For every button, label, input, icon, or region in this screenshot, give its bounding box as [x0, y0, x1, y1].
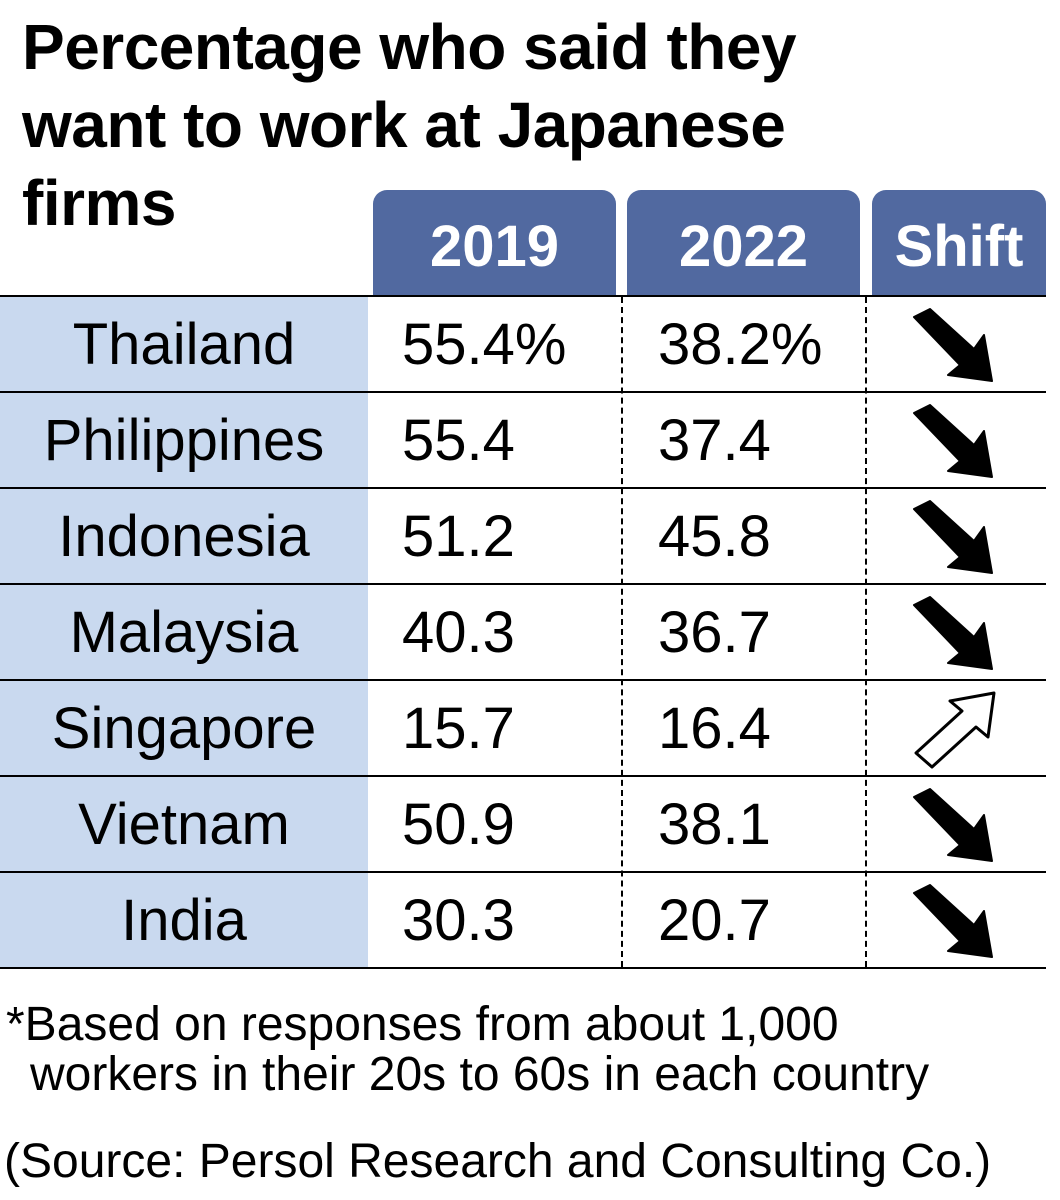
value-2019: 50.9: [402, 791, 515, 857]
table-row-indonesia: Indonesia 51.2 45.8: [0, 489, 1046, 583]
table-row-malaysia: Malaysia 40.3 36.7: [0, 585, 1046, 679]
table-row-philippines: Philippines 55.4 37.4: [0, 393, 1046, 487]
arrow-down-right-icon: [900, 785, 1000, 865]
table-top-border: [0, 295, 1046, 297]
table-row-india: India 30.3 20.7: [0, 873, 1046, 967]
row-divider: [0, 967, 1046, 969]
value-2022: 38.2%: [658, 311, 823, 377]
country-label: Thailand: [0, 297, 368, 391]
value-2022: 20.7: [658, 887, 771, 953]
country-label: India: [0, 873, 368, 967]
column-header-shift: Shift: [872, 190, 1046, 295]
country-label: Philippines: [0, 393, 368, 487]
row-divider: [0, 583, 1046, 585]
country-label: Vietnam: [0, 777, 368, 871]
value-2019: 15.7: [402, 695, 515, 761]
chart-title: Percentage who said they want to work at…: [22, 8, 1042, 242]
country-label: Singapore: [0, 681, 368, 775]
row-divider: [0, 871, 1046, 873]
title-line-2: want to work at Japanese: [22, 89, 786, 161]
table-row-thailand: Thailand 55.4% 38.2%: [0, 297, 1046, 391]
country-label: Malaysia: [0, 585, 368, 679]
value-2022: 38.1: [658, 791, 771, 857]
value-2019: 55.4: [402, 407, 515, 473]
row-divider: [0, 487, 1046, 489]
value-2019: 55.4%: [402, 311, 567, 377]
column-divider-2: [865, 297, 867, 967]
arrow-up-right-icon: [900, 689, 1000, 769]
value-2019: 30.3: [402, 887, 515, 953]
value-2022: 37.4: [658, 407, 771, 473]
value-2022: 45.8: [658, 503, 771, 569]
value-2019: 40.3: [402, 599, 515, 665]
value-2022: 36.7: [658, 599, 771, 665]
arrow-down-right-icon: [900, 401, 1000, 481]
row-divider: [0, 679, 1046, 681]
table-row-singapore: Singapore 15.7 16.4: [0, 681, 1046, 775]
arrow-down-right-icon: [900, 881, 1000, 961]
value-2022: 16.4: [658, 695, 771, 761]
row-divider: [0, 391, 1046, 393]
arrow-down-right-icon: [900, 497, 1000, 577]
row-divider: [0, 775, 1046, 777]
value-2019: 51.2: [402, 503, 515, 569]
footnote-line-1: *Based on responses from about 1,000: [6, 998, 839, 1051]
table-row-vietnam: Vietnam 50.9 38.1: [0, 777, 1046, 871]
footnote-line-2: workers in their 20s to 60s in each coun…: [30, 1048, 930, 1101]
country-label: Indonesia: [0, 489, 368, 583]
footnote: *Based on responses from about 1,000 wor…: [6, 1000, 1056, 1100]
column-divider-1: [621, 297, 623, 967]
arrow-down-right-icon: [900, 305, 1000, 385]
source-note: (Source: Persol Research and Consulting …: [4, 1135, 992, 1188]
title-line-3: firms: [22, 167, 177, 239]
column-header-2022: 2022: [627, 190, 860, 295]
column-header-2019: 2019: [373, 190, 616, 295]
arrow-down-right-icon: [900, 593, 1000, 673]
title-line-1: Percentage who said they: [22, 11, 797, 83]
